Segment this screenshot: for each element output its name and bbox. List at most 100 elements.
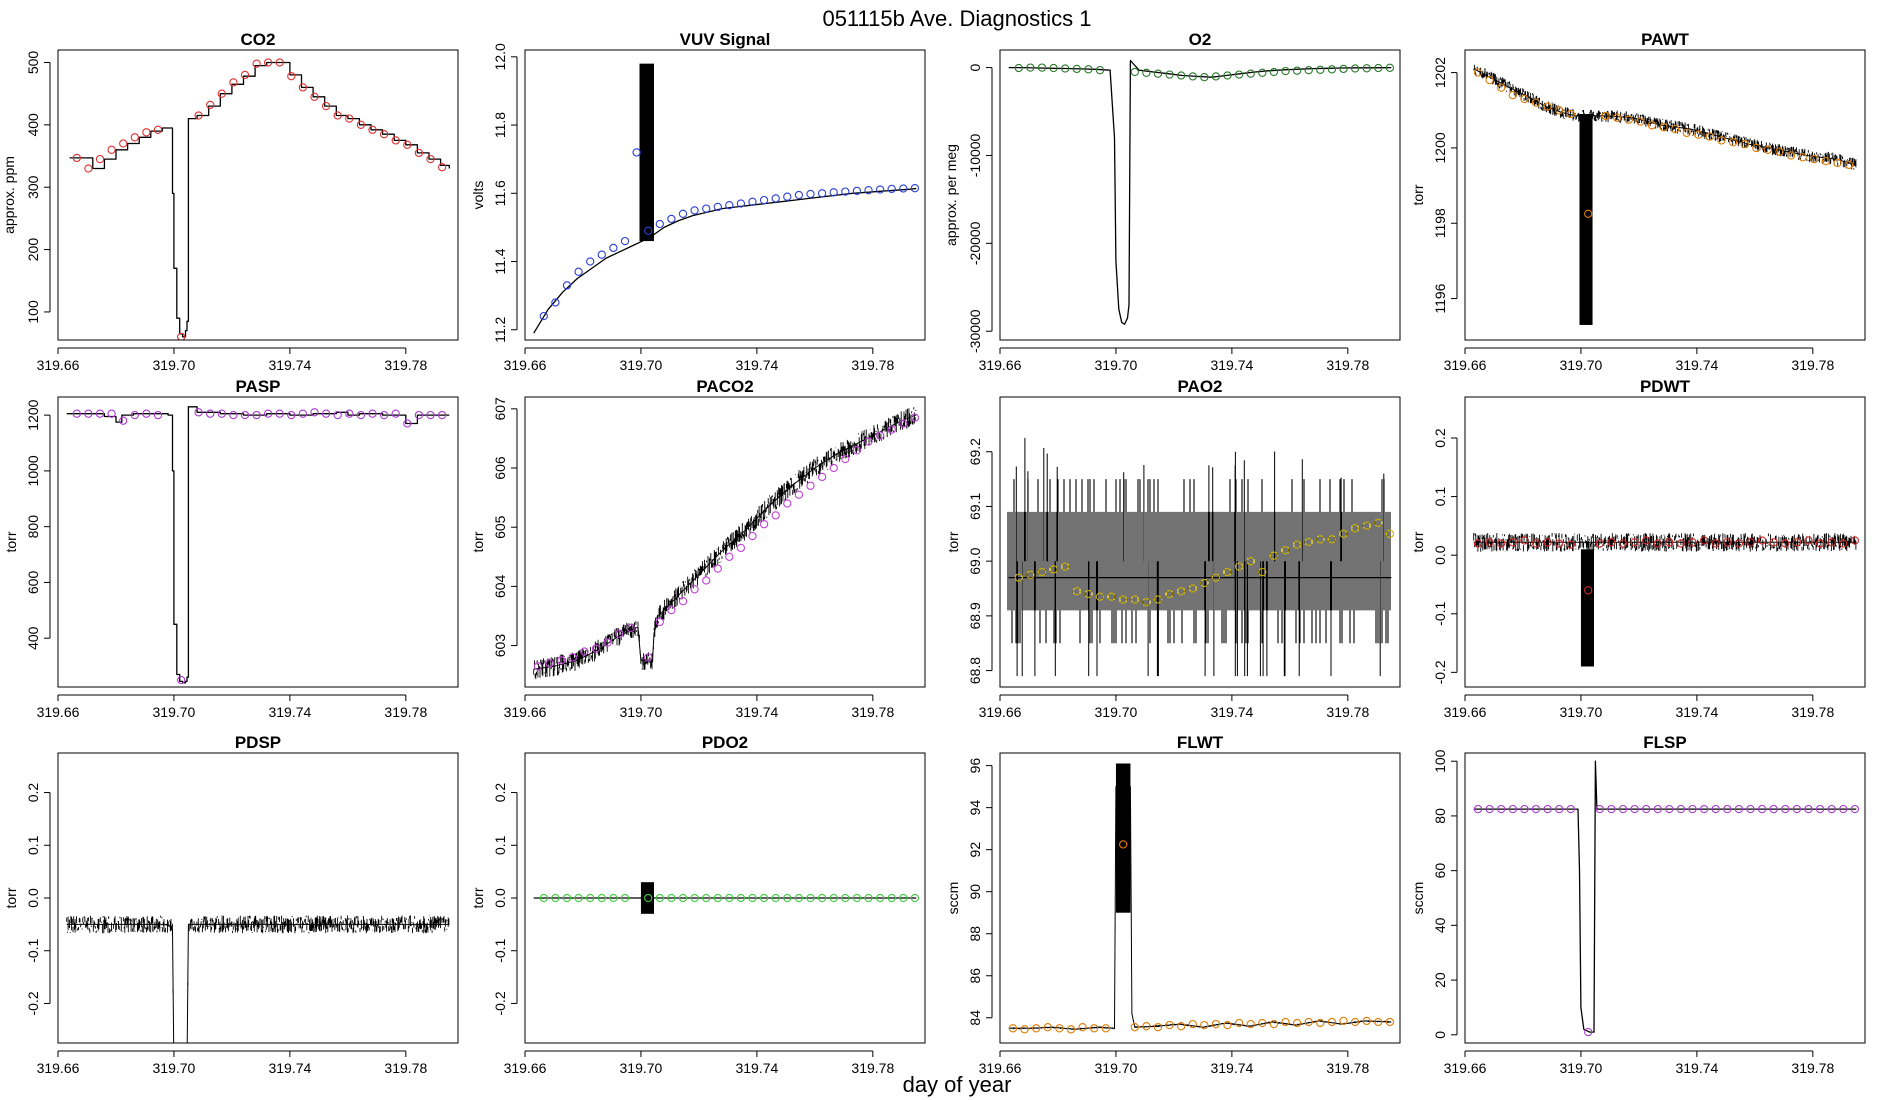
marker-flwt <box>1223 1020 1232 1030</box>
marker-pdo2 <box>759 893 769 903</box>
x-tick-label-pao2: 319.78 <box>1326 704 1369 720</box>
y-tick-label-paco2: 605 <box>492 515 508 539</box>
y-tick-label-flwt: 86 <box>967 968 983 984</box>
marker-vuv-signal <box>713 202 722 212</box>
plot-area-pdsp <box>66 915 450 1043</box>
y-axis-label-vuv-signal: volts <box>470 181 486 210</box>
x-tick-label-paco2: 319.74 <box>735 704 778 720</box>
panels-grid: 319.66 319.70 319.74 319.78100200300400500a… <box>1 30 1866 1076</box>
y-tick-label-pdo2: -0.1 <box>492 938 508 962</box>
x-tick-label-pdsp: 319.70 <box>153 1060 196 1076</box>
marker-pasp <box>84 409 93 418</box>
marker-pdo2 <box>783 893 792 903</box>
marker-flwt <box>1385 1017 1395 1027</box>
marker-pdwt <box>1642 536 1651 545</box>
y-tick-label-vuv-signal: 11.4 <box>492 248 508 274</box>
y-axis-label-pdsp: torr <box>3 887 19 908</box>
x-tick-label-pao2: 319.74 <box>1210 704 1253 720</box>
marker-pao2 <box>1385 529 1395 538</box>
marker-co2 <box>263 58 273 67</box>
marker-vuv-signal <box>574 267 583 276</box>
x-tick-label-o2: 319.66 <box>979 357 1022 373</box>
marker-pdo2 <box>725 893 734 903</box>
marker-paco2 <box>545 659 554 668</box>
marker-co2 <box>194 111 203 120</box>
marker-pdo2 <box>899 893 908 903</box>
marker-vuv-signal <box>771 194 780 203</box>
x-tick-label-flsp: 319.66 <box>1444 1060 1487 1076</box>
marker-paco2 <box>626 623 635 632</box>
marker-pdo2 <box>887 893 896 903</box>
y-tick-label-pasp: 800 <box>25 515 41 539</box>
marker-flwt <box>1316 1018 1325 1028</box>
marker-paco2 <box>887 425 896 434</box>
panel-pao2: 319.66 319.70 319.74 319.78 68.8 68.9 69.0 69.1… <box>945 377 1401 720</box>
y-tick-label-pao2: 69.0 <box>967 547 983 574</box>
marker-vuv-signal <box>586 257 595 266</box>
marker-pasp <box>437 410 447 420</box>
marker-pdwt <box>1584 586 1593 595</box>
panel-title-co2: CO2 <box>241 30 276 49</box>
panel-title-pasp: PASP <box>235 377 280 396</box>
marker-co2 <box>95 154 105 164</box>
marker-pasp <box>130 410 139 420</box>
y-tick-label-pawt: 1202 <box>1432 57 1448 88</box>
marker-pao2 <box>1304 537 1313 547</box>
marker-o2 <box>1095 66 1105 75</box>
marker-flwt <box>1292 1018 1302 1028</box>
marker-pao2 <box>1316 535 1325 544</box>
marker-pdwt <box>1566 540 1575 549</box>
x-tick-label-pdsp: 319.78 <box>384 1060 427 1076</box>
marker-pao2 <box>1234 562 1244 571</box>
panel-pasp: 319.66 319.70 319.74 319.78 400 600 800 1000 120… <box>3 377 459 720</box>
marker-o2 <box>1374 63 1383 73</box>
x-tick-label-pdwt: 319.74 <box>1675 704 1718 720</box>
marker-pasp <box>275 409 284 418</box>
y-tick-label-flwt: 84 <box>967 1010 983 1026</box>
y-tick-label-pdo2: 0.2 <box>492 783 508 803</box>
marker-pawt <box>1694 130 1703 139</box>
marker-flwt <box>1119 840 1128 849</box>
x-tick-label-pdo2: 319.74 <box>735 1060 778 1076</box>
marker-pasp <box>345 409 354 418</box>
marker-pdo2 <box>597 893 606 903</box>
marker-o2 <box>1177 71 1186 80</box>
y-tick-label-pawt: 1196 <box>1432 283 1448 313</box>
marker-pawt <box>1485 75 1494 85</box>
band-flwt <box>1115 763 1131 913</box>
marker-pdwt <box>1497 539 1506 548</box>
y-tick-label-flsp: 0 <box>1432 1031 1448 1039</box>
marker-pao2 <box>1037 567 1047 577</box>
marker-pdwt <box>1792 538 1802 547</box>
figure-title: 051115b Ave. Diagnostics 1 <box>822 6 1091 31</box>
marker-vuv-signal <box>899 184 908 193</box>
marker-pawt <box>1682 128 1691 138</box>
marker-co2 <box>403 140 412 149</box>
marker-flwt <box>1008 1024 1018 1033</box>
marker-pawt <box>1833 158 1842 168</box>
marker-flwt <box>1258 1018 1267 1028</box>
marker-pao2 <box>1350 524 1360 533</box>
marker-pdwt <box>1850 536 1860 545</box>
marker-flwt <box>1234 1018 1244 1028</box>
marker-pawt <box>1613 113 1622 122</box>
figure-xlabel: day of year <box>903 1072 1012 1097</box>
marker-paco2 <box>713 564 722 573</box>
marker-flwt <box>1177 1022 1186 1031</box>
panel-co2: 319.66 319.70 319.74 319.78 100 200 300 400 500 a… <box>1 30 459 373</box>
marker-pao2 <box>1200 578 1209 588</box>
marker-flsp <box>1653 804 1662 814</box>
marker-pao2 <box>1061 562 1070 571</box>
marker-pao2 <box>1153 595 1163 604</box>
marker-pawt <box>1763 145 1773 154</box>
y-axis-label-o2: approx. per meg <box>943 144 959 246</box>
plot-area-co2 <box>69 58 450 340</box>
x-tick-label-flsp: 319.78 <box>1791 1060 1834 1076</box>
marker-pasp <box>298 409 308 418</box>
marker-pawt <box>1810 155 1819 164</box>
plot-area-flsp <box>1473 760 1860 1037</box>
marker-pdwt <box>1781 539 1790 548</box>
marker-pdo2 <box>829 893 838 903</box>
y-tick-label-vuv-signal: 11.8 <box>492 112 508 138</box>
